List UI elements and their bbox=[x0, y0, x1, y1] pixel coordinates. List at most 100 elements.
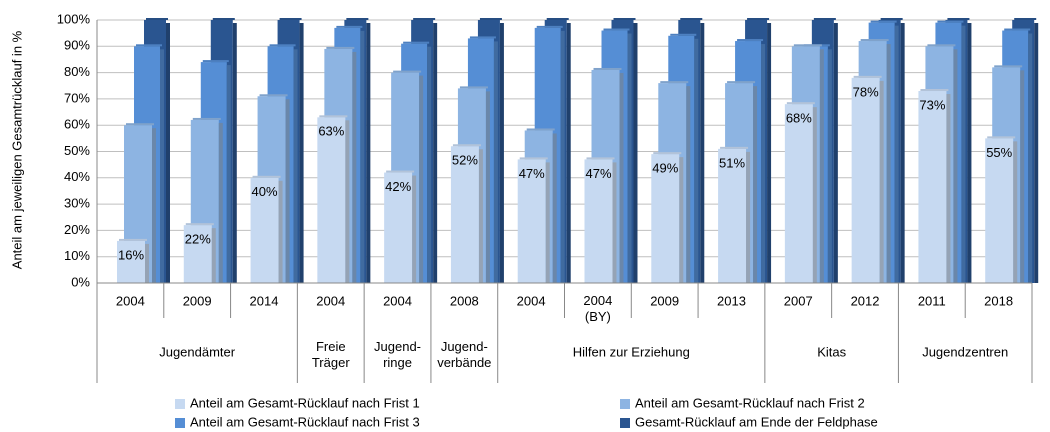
bar-top bbox=[202, 60, 229, 63]
bar bbox=[183, 225, 212, 283]
bar-top bbox=[146, 18, 168, 20]
bar-side bbox=[552, 133, 557, 283]
bar-side bbox=[285, 99, 290, 284]
bar-top bbox=[613, 18, 636, 20]
bar-top bbox=[737, 39, 764, 42]
bar-top bbox=[880, 18, 903, 20]
bar-side bbox=[218, 122, 223, 283]
y-tick-label: 60% bbox=[64, 117, 90, 132]
data-label: 40% bbox=[252, 184, 278, 199]
bar-side bbox=[145, 243, 149, 283]
bar-side bbox=[686, 86, 691, 284]
bar-top bbox=[1004, 28, 1031, 31]
bar-top bbox=[269, 44, 296, 47]
bar bbox=[117, 240, 145, 283]
bar-side bbox=[879, 80, 884, 283]
bar-top bbox=[403, 41, 430, 44]
bar-top bbox=[326, 46, 355, 49]
bar-side bbox=[278, 180, 283, 283]
bar bbox=[584, 159, 613, 283]
y-tick-label: 20% bbox=[64, 222, 90, 237]
x-tick-label: 2012 bbox=[851, 293, 880, 308]
group-label: Freie Träger bbox=[312, 339, 350, 370]
y-tick-label: 50% bbox=[64, 143, 90, 158]
bar-side bbox=[886, 44, 891, 283]
bar-side bbox=[419, 75, 424, 283]
bar-side bbox=[894, 25, 899, 283]
bar bbox=[317, 117, 346, 283]
bar-side bbox=[961, 25, 966, 283]
group-label: Jugend-ringe bbox=[374, 339, 421, 370]
bar-top bbox=[252, 175, 281, 178]
bar bbox=[250, 177, 279, 283]
bar-top bbox=[593, 67, 622, 70]
legend-label: Anteil am Gesamt-Rücklauf nach Frist 2 bbox=[635, 395, 865, 410]
bar-side bbox=[819, 49, 824, 283]
bar-side bbox=[633, 23, 638, 283]
bar-top bbox=[860, 39, 889, 42]
x-tick-label: 2009 bbox=[183, 293, 212, 308]
data-label: 49% bbox=[652, 161, 678, 176]
x-tick-label: 2018 bbox=[984, 293, 1013, 308]
bar-top bbox=[603, 28, 630, 31]
data-label: 55% bbox=[986, 145, 1012, 160]
bar bbox=[985, 138, 1014, 283]
bar-side bbox=[352, 51, 357, 284]
bar-side bbox=[827, 49, 832, 283]
bar bbox=[851, 77, 880, 283]
x-tick-label: 2004 bbox=[383, 293, 412, 308]
data-label: 47% bbox=[585, 166, 611, 181]
bar-side bbox=[412, 175, 417, 283]
bar-top bbox=[469, 36, 496, 39]
data-label: 52% bbox=[452, 153, 478, 168]
bar-side bbox=[433, 23, 438, 283]
bar-top bbox=[1014, 18, 1037, 20]
bar-top bbox=[720, 146, 749, 149]
bar-side bbox=[812, 107, 817, 283]
legend-swatch bbox=[620, 418, 630, 428]
bar-side bbox=[478, 149, 483, 283]
bar-side bbox=[166, 23, 170, 283]
x-tick-label: 2009 bbox=[650, 293, 679, 308]
bar bbox=[784, 104, 813, 283]
bar bbox=[450, 146, 479, 283]
y-tick-label: 100% bbox=[57, 11, 91, 26]
bar-top bbox=[813, 18, 836, 20]
bar-top bbox=[393, 70, 422, 73]
bar-side bbox=[293, 49, 298, 283]
data-label: 51% bbox=[719, 155, 745, 170]
bar-top bbox=[586, 157, 615, 160]
bar-top bbox=[136, 44, 162, 47]
x-tick-label: 2013 bbox=[717, 293, 746, 308]
bar-top bbox=[212, 18, 235, 20]
bar-top bbox=[336, 25, 363, 28]
legend-label: Anteil am Gesamt-Rücklauf nach Frist 3 bbox=[190, 414, 420, 429]
bar-side bbox=[427, 46, 432, 283]
data-label: 78% bbox=[853, 84, 879, 99]
legend-swatch bbox=[175, 399, 185, 409]
data-label: 68% bbox=[786, 111, 812, 126]
bar-top bbox=[937, 20, 964, 23]
y-tick-label: 40% bbox=[64, 169, 90, 184]
bar-top bbox=[413, 18, 436, 20]
group-label: Jugendzentren bbox=[922, 344, 1008, 359]
bar bbox=[517, 159, 546, 283]
y-tick-label: 30% bbox=[64, 196, 90, 211]
bar-top bbox=[660, 81, 689, 84]
bar-top bbox=[536, 25, 563, 28]
y-tick-label: 10% bbox=[64, 248, 90, 263]
y-tick-label: 70% bbox=[64, 90, 90, 105]
bar-top bbox=[346, 18, 369, 20]
bar-top bbox=[653, 152, 682, 155]
bar-side bbox=[485, 91, 490, 283]
bar-side bbox=[767, 23, 772, 283]
y-tick-label: 90% bbox=[64, 38, 90, 53]
group-label: Kitas bbox=[817, 344, 846, 359]
bar-side bbox=[612, 162, 617, 283]
bar-side bbox=[152, 128, 156, 283]
data-label: 22% bbox=[185, 232, 211, 247]
bar-side bbox=[694, 38, 699, 283]
bar-top bbox=[927, 44, 956, 47]
bar-side bbox=[627, 33, 632, 283]
